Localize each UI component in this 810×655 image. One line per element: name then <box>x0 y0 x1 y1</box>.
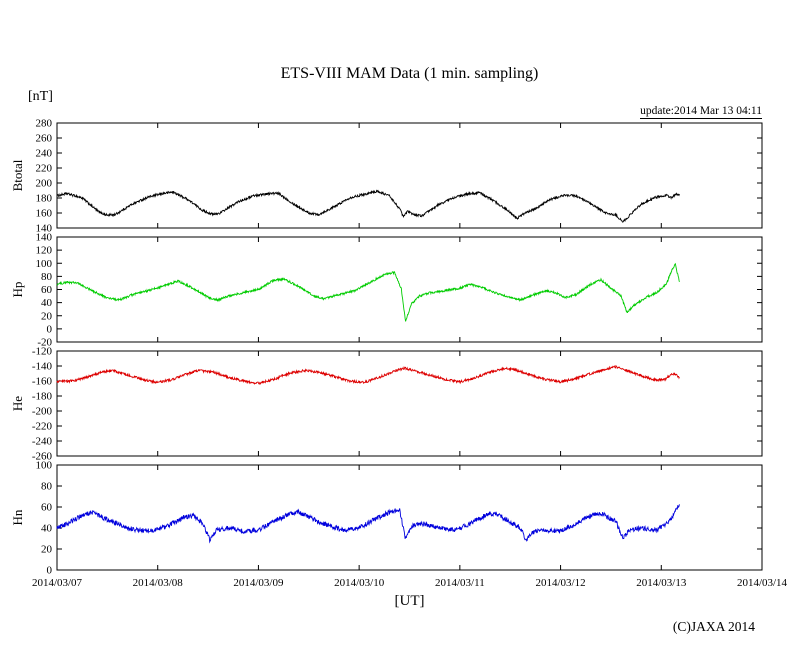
x-axis-label: [UT] <box>394 593 425 609</box>
svg-text:2014/03/08: 2014/03/08 <box>133 577 184 589</box>
y-unit-label: [nT] <box>28 89 53 104</box>
svg-text:0: 0 <box>47 323 53 335</box>
update-note: update:2014 Mar 13 04:11 <box>640 105 762 119</box>
svg-text:Hp: Hp <box>10 282 25 298</box>
svg-text:-260: -260 <box>32 451 53 463</box>
svg-text:20: 20 <box>41 544 53 556</box>
svg-text:180: 180 <box>36 193 53 205</box>
svg-text:40: 40 <box>41 297 53 309</box>
svg-text:2014/03/13: 2014/03/13 <box>636 577 687 589</box>
svg-text:160: 160 <box>36 208 53 220</box>
svg-text:220: 220 <box>36 163 53 175</box>
svg-text:-220: -220 <box>32 421 53 433</box>
svg-text:-140: -140 <box>32 361 53 373</box>
svg-text:2014/03/09: 2014/03/09 <box>233 577 284 589</box>
svg-text:-240: -240 <box>32 436 53 448</box>
svg-text:100: 100 <box>36 258 53 270</box>
svg-text:60: 60 <box>41 284 53 296</box>
svg-text:-20: -20 <box>37 337 52 349</box>
svg-text:0: 0 <box>47 565 53 577</box>
svg-text:20: 20 <box>41 310 53 322</box>
svg-text:Hn: Hn <box>10 509 25 525</box>
svg-text:100: 100 <box>36 460 53 472</box>
svg-text:140: 140 <box>36 223 53 235</box>
svg-text:280: 280 <box>36 118 53 130</box>
svg-text:2014/03/12: 2014/03/12 <box>536 577 586 589</box>
svg-text:80: 80 <box>41 481 53 493</box>
copyright-note: (C)JAXA 2014 <box>672 619 755 634</box>
chart-title: ETS-VIII MAM Data (1 min. sampling) <box>280 65 539 82</box>
svg-text:60: 60 <box>41 502 53 514</box>
svg-text:He: He <box>10 396 25 411</box>
svg-text:-200: -200 <box>32 406 53 418</box>
svg-text:2014/03/11: 2014/03/11 <box>435 577 485 589</box>
svg-text:80: 80 <box>41 271 53 283</box>
svg-text:240: 240 <box>36 148 53 160</box>
svg-text:200: 200 <box>36 178 53 190</box>
svg-text:2014/03/10: 2014/03/10 <box>334 577 385 589</box>
svg-text:140: 140 <box>36 232 53 244</box>
svg-text:2014/03/07: 2014/03/07 <box>32 577 83 589</box>
svg-text:120: 120 <box>36 245 53 257</box>
svg-text:260: 260 <box>36 133 53 145</box>
svg-text:40: 40 <box>41 523 53 535</box>
svg-text:Btotal: Btotal <box>10 159 25 191</box>
svg-text:-120: -120 <box>32 346 53 358</box>
svg-text:2014/03/14: 2014/03/14 <box>737 577 788 589</box>
svg-text:-180: -180 <box>32 391 53 403</box>
svg-text:-160: -160 <box>32 376 53 388</box>
